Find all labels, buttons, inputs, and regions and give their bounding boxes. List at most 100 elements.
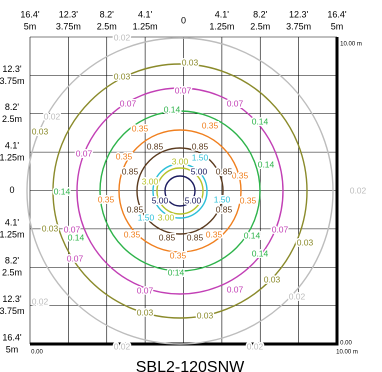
top-axis-label: 3.75m (286, 21, 311, 31)
left-axis-label: 4.1' (5, 217, 20, 227)
contour-label: 0.85 (147, 141, 164, 151)
contour-label: 0.85 (122, 166, 139, 176)
contour-label: 1.50 (214, 194, 231, 204)
axis-labels: 16.4' 5m 12.3' 3.75m 8.2' 2.5m 4.1' 1.25m 0 4.1' 1… (0, 9, 347, 354)
top-axis-label: 5m (24, 21, 37, 31)
contour-label: 5.00 (185, 195, 202, 205)
contour-label: 0.02 (44, 111, 61, 121)
contour-label: 0.35 (124, 229, 141, 239)
top-axis-label: 16.4' (20, 9, 40, 19)
top-axis-label: 4.1' (138, 9, 153, 19)
contour (164, 175, 196, 207)
contour-label: 0.03 (297, 237, 314, 247)
top-axis-label: 2.5m (250, 21, 270, 31)
contour-label: 0.07 (64, 224, 81, 234)
left-axis-label: 3.75m (0, 306, 25, 316)
contour-label: 0.85 (127, 204, 144, 214)
contour-label: 0.02 (289, 291, 306, 301)
contour-label: 0.14 (164, 104, 181, 114)
left-axis-label: 8.2' (5, 102, 20, 112)
left-axis-label: 2.5m (2, 114, 22, 124)
contour-label: 0.85 (216, 204, 233, 214)
left-axis-label: 3.75m (0, 76, 25, 86)
contour-label: 0.03 (182, 57, 199, 67)
contour-label: 0.85 (192, 141, 209, 151)
top-axis-label: 2.5m (97, 21, 117, 31)
contour (52, 63, 308, 319)
contour-label: 0.35 (116, 151, 133, 161)
contour-label: 0.07 (76, 148, 93, 158)
contour-label: 0.03 (32, 126, 49, 136)
top-axis-label: 8.2' (253, 9, 268, 19)
contour-label: 0.02 (114, 341, 131, 351)
left-axis-label: 16.4' (2, 332, 22, 342)
left-axis-label: 2.5m (2, 268, 22, 278)
contour-label: 3.00 (142, 176, 159, 186)
contour-label: 0.07 (227, 98, 244, 108)
contour-label: 0.03 (137, 307, 154, 317)
contour-label: 0.03 (264, 274, 281, 284)
contour-label: 0.07 (67, 253, 84, 263)
contour-label: 0.35 (202, 120, 219, 130)
contour-labels: 0.02 0.02 0.02 0.02 0.02 0.02 0.02 0.03 0.03 0.03… (30, 31, 368, 353)
top-axis-label: 12.3' (59, 9, 79, 19)
top-axis-label: 12.3' (289, 9, 309, 19)
contour-label: 1.50 (138, 212, 155, 222)
left-axis-label: 0 (9, 185, 14, 195)
top-axis-label: 1.25m (133, 21, 158, 31)
contour-label: 0.03 (197, 310, 214, 320)
top-axis-label: 0 (181, 15, 186, 25)
scale-right-bottom: 0.00 (340, 341, 352, 347)
contour (136, 147, 224, 235)
scale-top-right: 10.00 m (340, 42, 362, 48)
contour-label: 0.14 (252, 248, 269, 258)
contour-label: 3.00 (158, 212, 175, 222)
contour-label: 3.00 (172, 156, 189, 166)
contour-label: 0.35 (240, 195, 257, 205)
contour-label: 0.02 (247, 341, 264, 351)
left-axis-label: 12.3' (2, 294, 22, 304)
contour (26, 37, 334, 345)
contour-label: 0.02 (114, 32, 131, 42)
left-axis-label: 1.25m (0, 153, 25, 163)
contour-label: 0.07 (272, 224, 289, 234)
contour (76, 87, 284, 295)
contour-label: 0.35 (206, 229, 223, 239)
title: SBL2-120SNW (136, 359, 245, 372)
contour-label: 0.03 (114, 71, 131, 81)
contour-label: 0.35 (232, 170, 249, 180)
left-axis-label: 8.2' (5, 256, 20, 266)
contour-label: 0.02 (350, 185, 367, 195)
contour-label: 0.35 (132, 123, 149, 133)
contour-label: 0.85 (159, 232, 176, 242)
contour-label: 0.14 (68, 232, 85, 242)
left-axis-label: 5m (6, 344, 19, 354)
left-axis-label: 4.1' (5, 141, 20, 151)
contour-label: 0.35 (98, 194, 115, 204)
contour-label: 0.14 (168, 267, 185, 277)
contour-label: 0.85 (216, 166, 233, 176)
top-axis-label: 1.25m (209, 21, 234, 31)
contour-label: 0.02 (32, 296, 49, 306)
contour-label: 0.35 (170, 250, 187, 260)
contour-label: 0.14 (252, 116, 269, 126)
contour-label: 0.07 (175, 85, 192, 95)
contour (118, 129, 242, 253)
contour-label: 0.07 (120, 98, 137, 108)
contour-label: 0.07 (227, 284, 244, 294)
contour-label: 5.00 (152, 195, 169, 205)
left-axis-label: 12.3' (2, 64, 22, 74)
contours (26, 37, 334, 345)
contour (156, 167, 204, 215)
top-axis-label: 16.4' (327, 9, 347, 19)
contour-label: 0.14 (244, 230, 261, 240)
top-axis-label: 5m (331, 21, 344, 31)
contour-label: 5.00 (191, 166, 208, 176)
left-axis-label: 1.25m (0, 229, 25, 239)
contour-label: 0.85 (187, 232, 204, 242)
scale-bottom-left: 0.00 (31, 350, 43, 356)
contour (99, 110, 261, 272)
contour-label: 0.03 (42, 223, 59, 233)
top-axis-label: 8.2' (100, 9, 115, 19)
